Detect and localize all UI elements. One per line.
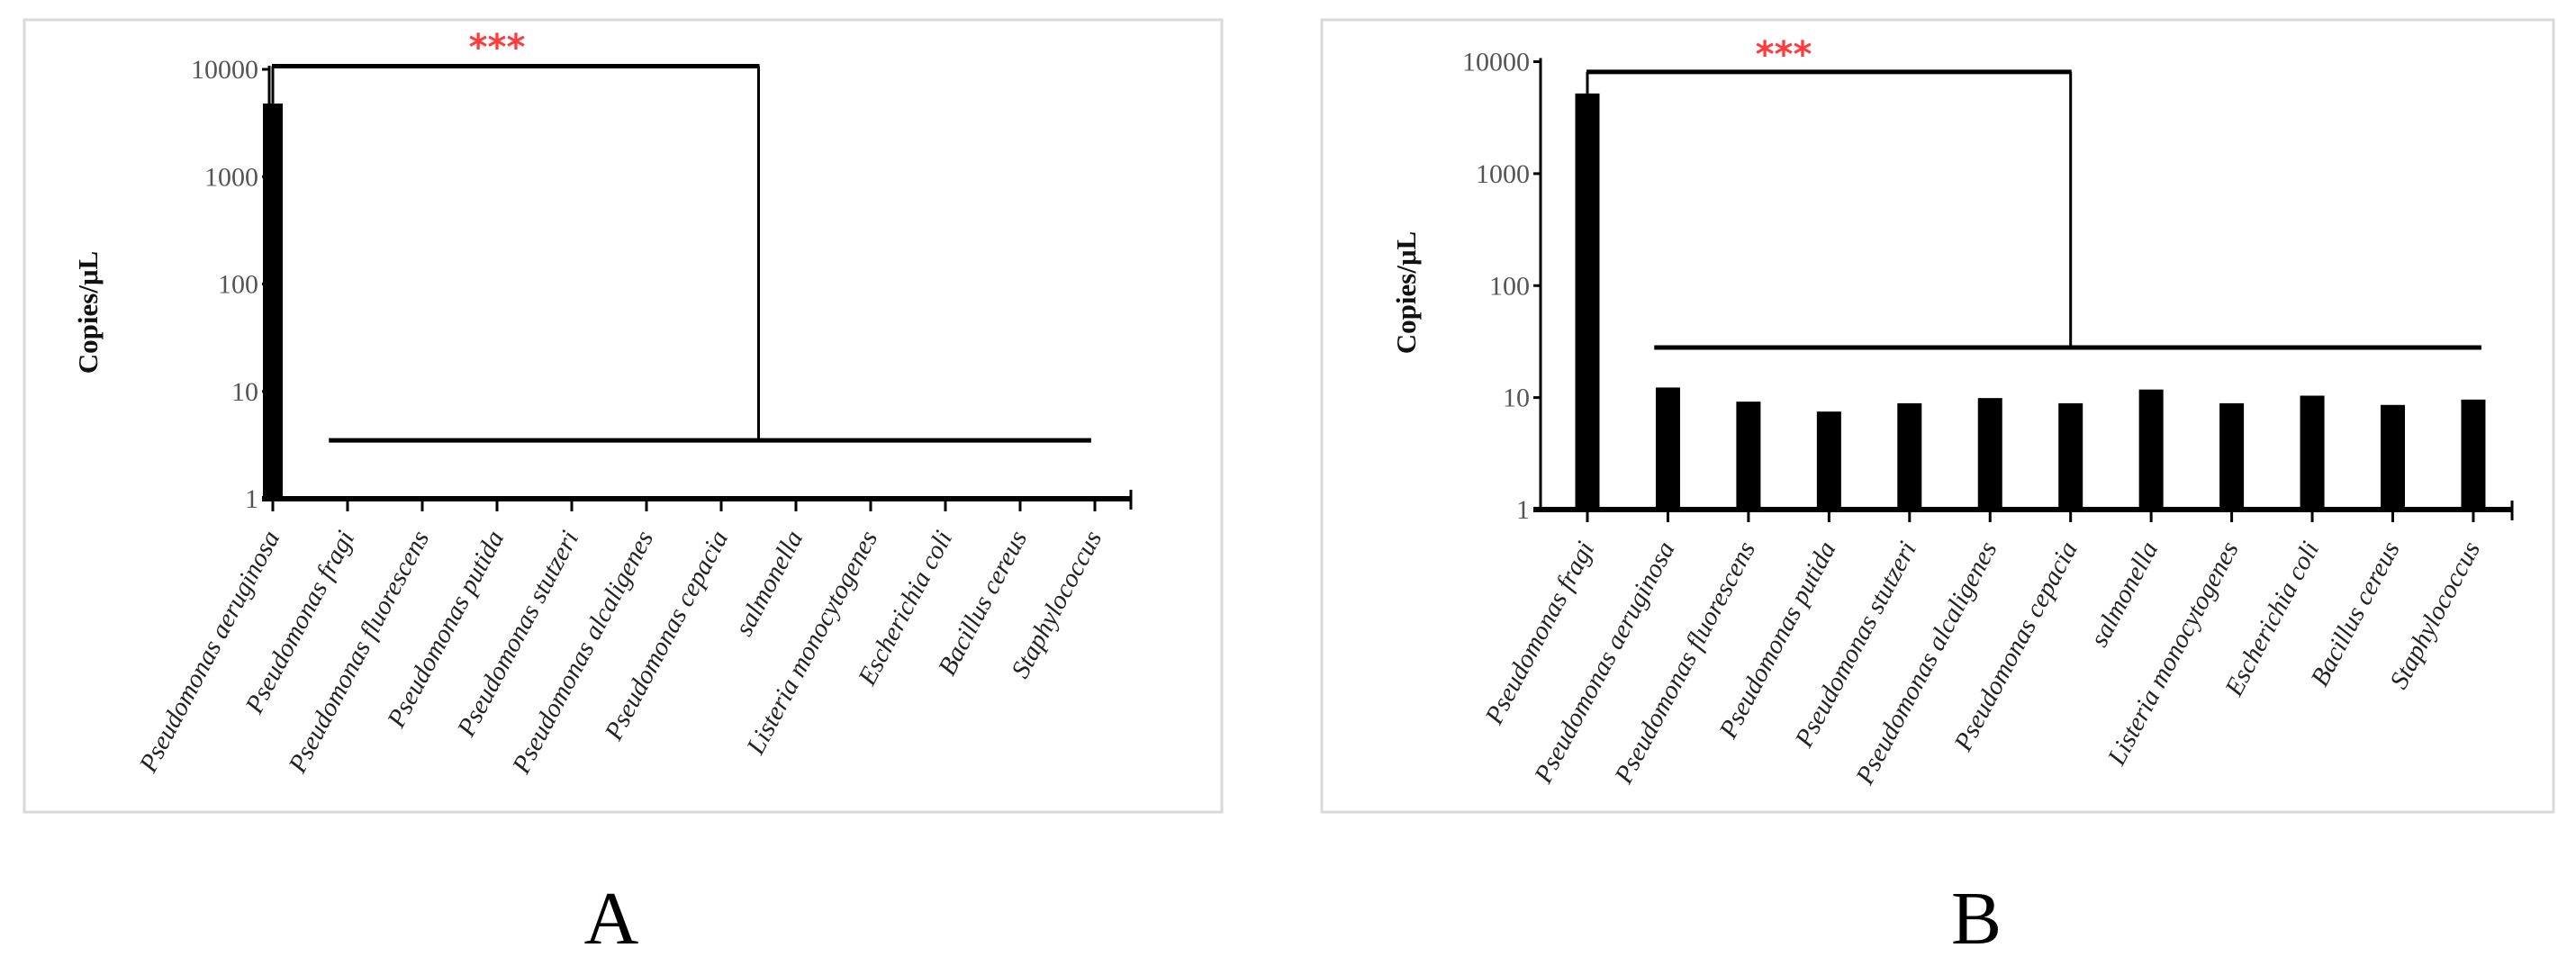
y-tick-label: 1 — [1516, 495, 1530, 525]
y-axis-title: Copies/μL — [72, 251, 104, 374]
y-tick-label: 10000 — [191, 55, 258, 85]
bar — [2138, 389, 2164, 510]
y-tick-label: 10 — [1503, 384, 1530, 413]
y-tick-label: 1000 — [204, 162, 258, 192]
bar — [1977, 398, 2002, 510]
y-tick-label: 100 — [218, 270, 258, 300]
bar — [1655, 387, 1680, 510]
y-tick-label: 10 — [231, 377, 258, 407]
bar — [2219, 402, 2245, 510]
significance-label: *** — [1756, 34, 1812, 76]
bar — [2058, 402, 2083, 510]
y-tick-label: 1 — [245, 484, 258, 514]
bar — [2381, 404, 2405, 510]
panel-label: A — [584, 877, 639, 961]
panel-frame — [23, 18, 1224, 814]
bar — [263, 104, 283, 499]
significance-label: *** — [469, 27, 526, 68]
bar — [1736, 402, 1761, 510]
y-tick-label: 1000 — [1476, 159, 1530, 189]
panel-label: B — [1951, 877, 2002, 961]
y-axis-title: Copies/μL — [1390, 231, 1422, 354]
panel-frame — [1320, 18, 2555, 814]
bar — [1897, 402, 1922, 510]
y-tick-label: 10000 — [1462, 48, 1530, 77]
bar — [2461, 399, 2486, 510]
y-tick-label: 100 — [1489, 271, 1530, 301]
bar — [1575, 93, 1600, 510]
bar — [1816, 411, 1841, 510]
bar — [2300, 395, 2325, 510]
